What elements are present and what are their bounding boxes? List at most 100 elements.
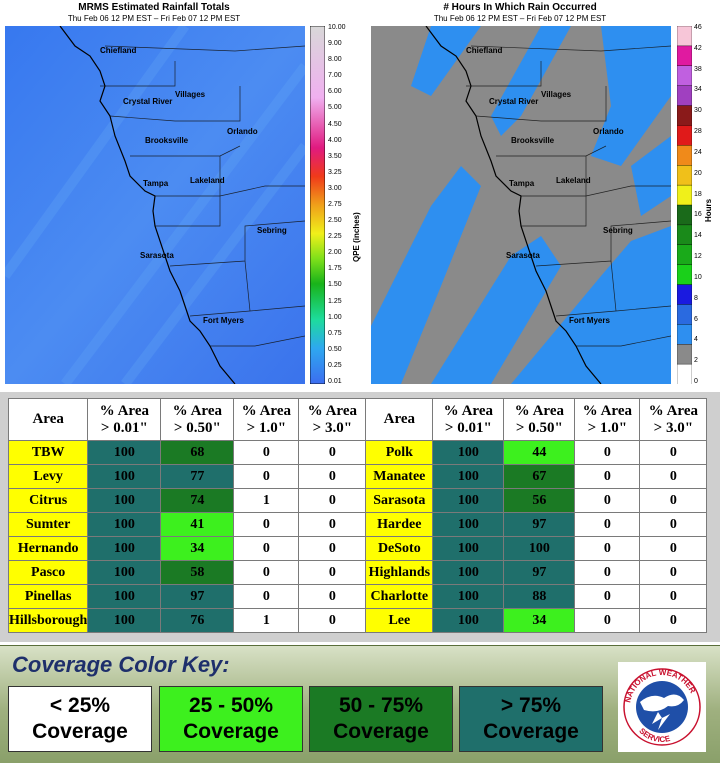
colorbar-tick-label: 6.00 bbox=[328, 88, 342, 96]
color-key-title: Coverage Color Key: bbox=[12, 652, 230, 677]
table-row: Levy 100 77 0 0 Manatee 100 67 0 0 bbox=[7, 464, 708, 489]
area-name-cell: Highlands bbox=[365, 560, 434, 585]
pct-gt001-cell: 100 bbox=[87, 464, 162, 489]
city-label: Tampa bbox=[143, 179, 169, 188]
colorbar-segment bbox=[677, 264, 692, 286]
colorbar-tick-label: 46 bbox=[694, 24, 702, 31]
col-area: Area bbox=[7, 398, 89, 441]
colorbar-tick-label: 2.50 bbox=[328, 217, 342, 225]
pct-gt30-cell: 0 bbox=[298, 608, 367, 633]
colorbar-tick-label: 3.50 bbox=[328, 152, 342, 160]
colorbar-tick-label: 8.00 bbox=[328, 56, 342, 64]
pct-gt10-cell: 0 bbox=[574, 536, 641, 561]
colorbar-tick-label: 4 bbox=[694, 336, 698, 344]
colorbar-tick-label: 6 bbox=[694, 315, 698, 323]
key-25-50: 25 - 50% Coverage bbox=[159, 686, 303, 752]
pct-gt050-cell: 97 bbox=[503, 560, 576, 585]
colorbar-segment bbox=[677, 105, 692, 127]
pct-gt10-cell: 0 bbox=[233, 512, 300, 537]
colorbar-tick-label: 28 bbox=[694, 128, 702, 136]
left-map-subtitle: Thu Feb 06 12 PM EST – Fri Feb 07 12 PM … bbox=[67, 14, 241, 23]
colorbar-tick-label: 24 bbox=[694, 148, 702, 156]
pct-gt30-cell: 0 bbox=[639, 488, 708, 513]
colorbar-tick-label: 8 bbox=[694, 294, 698, 302]
pct-gt050-cell: 34 bbox=[160, 536, 235, 561]
colorbar-tick-label: 0.25 bbox=[328, 361, 342, 369]
pct-gt050-cell: 34 bbox=[503, 608, 576, 633]
area-name-cell: Polk bbox=[365, 440, 434, 465]
pct-gt30-cell: 0 bbox=[639, 584, 708, 609]
pct-gt001-cell: 100 bbox=[87, 560, 162, 585]
colorbar-segment bbox=[677, 65, 692, 87]
pct-gt30-cell: 0 bbox=[639, 560, 708, 585]
right-hours-map: Chiefland Villages Crystal River Orlando… bbox=[371, 26, 671, 384]
colorbar-tick-label: 16 bbox=[694, 211, 702, 219]
city-label: Brooksville bbox=[511, 136, 555, 145]
col-gt30: % Area > 3.0" bbox=[298, 398, 367, 441]
colorbar-segment bbox=[677, 184, 692, 206]
city-label: Sebring bbox=[257, 226, 287, 235]
pct-gt050-cell: 97 bbox=[503, 512, 576, 537]
colorbar-tick-label: 0.01 bbox=[328, 378, 342, 385]
area-name-cell: Hernando bbox=[7, 536, 89, 561]
pct-gt001-cell: 100 bbox=[87, 488, 162, 513]
colorbar-tick-label: 1.00 bbox=[328, 313, 342, 321]
pct-gt001-cell: 100 bbox=[432, 488, 505, 513]
col-gt001: % Area > 0.01" bbox=[87, 398, 162, 441]
colorbar-tick-label: 2.25 bbox=[328, 233, 342, 241]
pct-gt10-cell: 0 bbox=[574, 584, 641, 609]
area-name-cell: Charlotte bbox=[365, 584, 434, 609]
colorbar-tick-label: 38 bbox=[694, 65, 702, 73]
city-label: Villages bbox=[541, 90, 572, 99]
pct-gt050-cell: 56 bbox=[503, 488, 576, 513]
pct-gt10-cell: 0 bbox=[574, 608, 641, 633]
colorbar-tick-label: 34 bbox=[694, 86, 702, 94]
city-label: Lakeland bbox=[556, 176, 591, 185]
city-label: Orlando bbox=[227, 127, 258, 136]
pct-gt10-cell: 0 bbox=[574, 560, 641, 585]
colorbar-tick-label: 30 bbox=[694, 107, 702, 115]
colorbar-tick-label: 3.25 bbox=[328, 168, 342, 176]
colorbar-tick-label: 4.50 bbox=[328, 120, 342, 128]
city-label: Crystal River bbox=[489, 97, 538, 106]
left-colorbar-ticks: 10.00 9.00 8.00 7.00 6.00 5.00 4.50 4.00 3.50 3.2… bbox=[328, 24, 358, 385]
city-label: Sarasota bbox=[506, 251, 540, 260]
pct-gt001-cell: 100 bbox=[432, 584, 505, 609]
colorbar-segment bbox=[677, 45, 692, 67]
right-colorbar-ticks: 46 42 38 34 30 28 24 20 18 16 14 12 10 8 6 4 2 0 bbox=[694, 24, 714, 385]
coverage-table: Area % Area > 0.01" % Area > 0.50" % Area >… bbox=[7, 398, 708, 633]
pct-gt001-cell: 100 bbox=[432, 512, 505, 537]
colorbar-segment bbox=[677, 125, 692, 147]
pct-gt001-cell: 100 bbox=[87, 512, 162, 537]
city-label: Villages bbox=[175, 90, 206, 99]
colorbar-tick-label: 18 bbox=[694, 190, 702, 198]
colorbar-tick-label: 10 bbox=[694, 273, 702, 281]
pct-gt001-cell: 100 bbox=[87, 584, 162, 609]
pct-gt10-cell: 0 bbox=[233, 536, 300, 561]
pct-gt10-cell: 0 bbox=[574, 440, 641, 465]
pct-gt001-cell: 100 bbox=[87, 440, 162, 465]
city-label: Tampa bbox=[509, 179, 535, 188]
colorbar-segment bbox=[677, 324, 692, 345]
left-colorbar-label: QPE (inches) bbox=[352, 212, 361, 262]
col-gt10: % Area > 1.0" bbox=[574, 398, 641, 441]
table-row: Sumter 100 41 0 0 Hardee 100 97 0 0 bbox=[7, 512, 708, 537]
col-area: Area bbox=[365, 398, 434, 441]
pct-gt050-cell: 74 bbox=[160, 488, 235, 513]
pct-gt050-cell: 76 bbox=[160, 608, 235, 633]
table-row: Pinellas 100 97 0 0 Charlotte 100 88 0 0 bbox=[7, 584, 708, 609]
table-row: Hillsborough 100 76 1 0 Lee 100 34 0 0 bbox=[7, 608, 708, 633]
area-name-cell: Citrus bbox=[7, 488, 89, 513]
colorbar-tick-label: 0.75 bbox=[328, 329, 342, 337]
colorbar-tick-label: 42 bbox=[694, 44, 702, 52]
colorbar-tick-label: 20 bbox=[694, 169, 702, 177]
city-label: Lakeland bbox=[190, 176, 225, 185]
pct-gt050-cell: 97 bbox=[160, 584, 235, 609]
pct-gt050-cell: 68 bbox=[160, 440, 235, 465]
pct-gt30-cell: 0 bbox=[298, 536, 367, 561]
col-gt050: % Area > 0.50" bbox=[160, 398, 235, 441]
colorbar-tick-label: 4.00 bbox=[328, 136, 342, 144]
pct-gt30-cell: 0 bbox=[298, 464, 367, 489]
left-rainfall-map: Chiefland Villages Crystal River Orlando… bbox=[5, 26, 305, 384]
colorbar-tick-label: 5.00 bbox=[328, 104, 342, 112]
